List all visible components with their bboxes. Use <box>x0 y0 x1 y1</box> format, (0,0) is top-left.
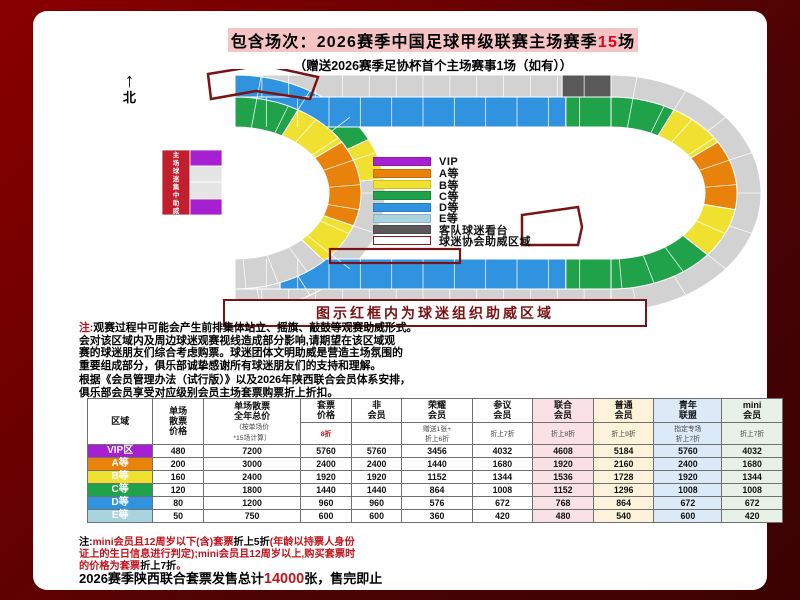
svg-text:球: 球 <box>173 166 180 175</box>
svg-text:主: 主 <box>173 150 180 159</box>
svg-text:助: 助 <box>173 198 180 207</box>
svg-text:场: 场 <box>173 158 180 167</box>
svg-text:威: 威 <box>173 206 180 215</box>
svg-text:集: 集 <box>172 182 180 191</box>
svg-text:中: 中 <box>173 190 180 199</box>
svg-text:迷: 迷 <box>172 174 180 183</box>
